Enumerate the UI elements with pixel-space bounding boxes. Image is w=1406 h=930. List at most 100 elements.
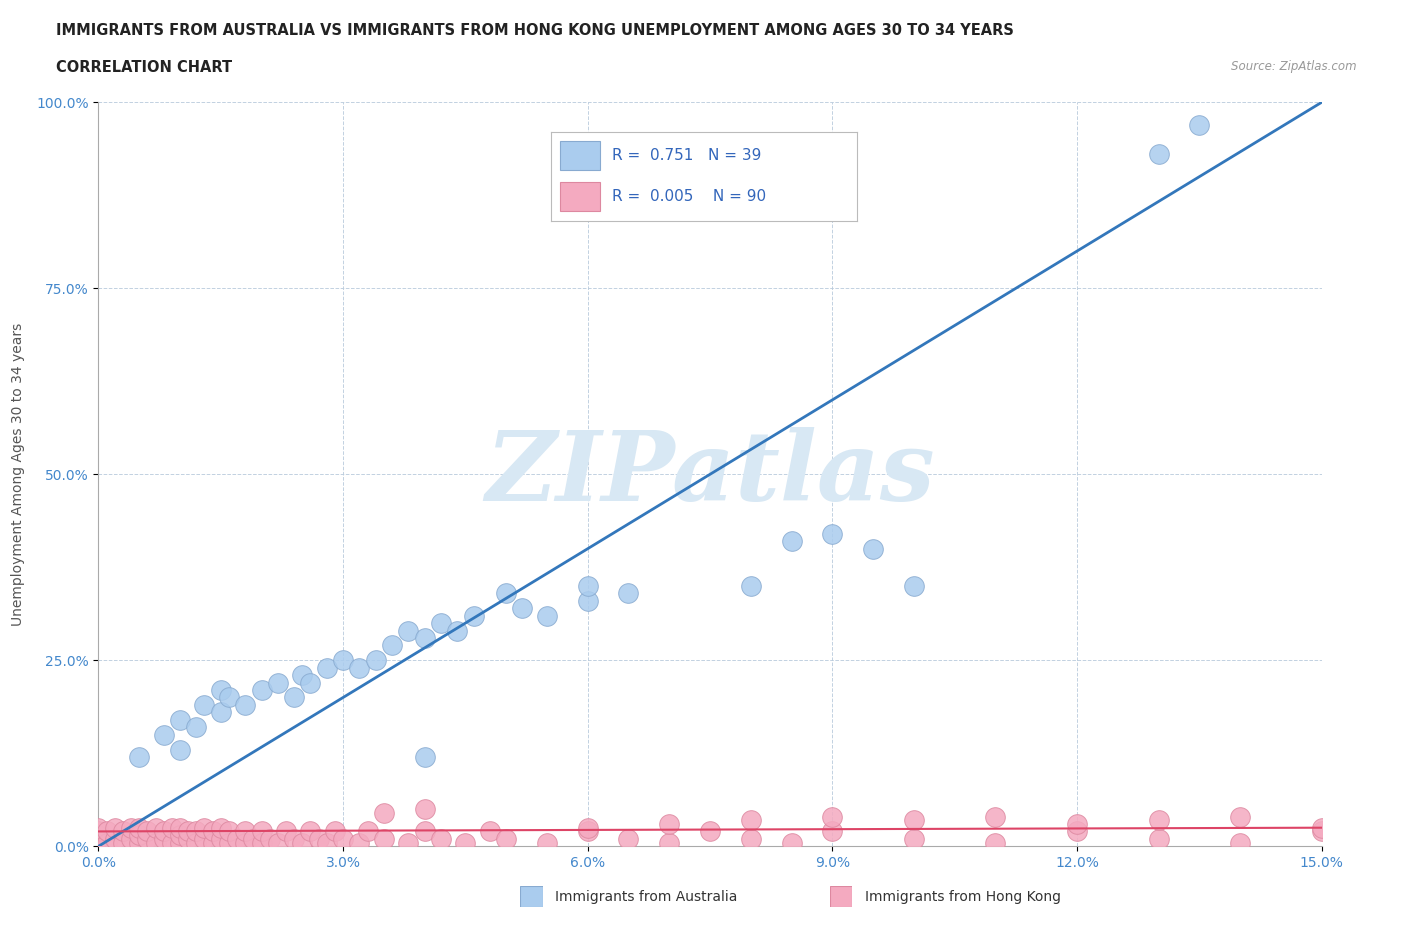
Point [740,578,762,593]
Point [1229,809,1251,824]
Text: Source: ZipAtlas.com: Source: ZipAtlas.com [1232,60,1357,73]
Point [209,820,232,835]
Point [315,660,337,675]
Point [349,660,371,675]
Point [218,824,240,839]
Point [1147,813,1170,828]
Text: R =  0.005    N = 90: R = 0.005 N = 90 [612,189,766,204]
Point [658,817,681,831]
Point [821,824,844,839]
Point [160,835,183,850]
Point [104,831,127,846]
Text: Immigrants from Hong Kong: Immigrants from Hong Kong [865,889,1060,904]
Point [291,835,314,850]
Point [862,541,884,556]
Point [576,578,599,593]
Point [1188,117,1211,132]
Point [430,831,453,846]
Point [87,824,110,839]
Point [740,831,762,846]
Bar [560,141,600,169]
Point [332,653,354,668]
Point [169,712,191,727]
Point [617,831,640,846]
Point [780,534,803,549]
Point [740,813,762,828]
Point [259,831,281,846]
Point [186,824,208,839]
Point [242,831,264,846]
Point [821,809,844,824]
Point [984,809,1007,824]
Point [903,831,925,846]
Point [373,805,395,820]
Point [454,835,477,850]
Point [145,835,167,850]
Point [226,831,249,846]
Text: IMMIGRANTS FROM AUSTRALIA VS IMMIGRANTS FROM HONG KONG UNEMPLOYMENT AMONG AGES 3: IMMIGRANTS FROM AUSTRALIA VS IMMIGRANTS … [56,23,1014,38]
Point [233,835,256,850]
Point [169,835,191,850]
Point [349,835,371,850]
Point [396,835,419,850]
Point [323,824,346,839]
Point [308,831,330,846]
Point [430,616,453,631]
Point [169,828,191,843]
Point [495,586,517,601]
Point [1066,817,1088,831]
Point [169,742,191,757]
Point [299,824,322,839]
Point [1147,831,1170,846]
Point [136,831,159,846]
Point [1147,147,1170,162]
Point [201,835,224,850]
Point [145,820,167,835]
Point [267,835,290,850]
Point [193,820,215,835]
Point [87,835,110,850]
Point [984,835,1007,850]
Point [136,824,159,839]
Point [128,828,150,843]
Point [218,690,240,705]
Point [478,824,501,839]
Point [1310,824,1333,839]
Text: Immigrants from Australia: Immigrants from Australia [555,889,738,904]
Point [128,750,150,764]
Point [446,623,468,638]
Point [233,824,256,839]
Point [120,831,142,846]
Point [209,683,232,698]
Point [617,586,640,601]
Point [169,820,191,835]
Point [233,698,256,712]
Point [160,820,183,835]
Point [536,835,558,850]
Point [267,675,290,690]
Bar [560,182,600,210]
Point [413,824,436,839]
Point [87,828,110,843]
Point [120,820,142,835]
Point [699,824,721,839]
Point [536,608,558,623]
Point [1310,820,1333,835]
Point [1066,824,1088,839]
Point [576,820,599,835]
Point [495,831,517,846]
Point [218,835,240,850]
Point [576,824,599,839]
Point [381,638,404,653]
Point [111,835,134,850]
Point [128,820,150,835]
Point [111,824,134,839]
Point [780,835,803,850]
Point [291,668,314,683]
Point [96,824,118,839]
Point [152,831,174,846]
Point [186,720,208,735]
Point [1229,835,1251,850]
Text: R =  0.751   N = 39: R = 0.751 N = 39 [612,148,762,163]
Point [903,578,925,593]
